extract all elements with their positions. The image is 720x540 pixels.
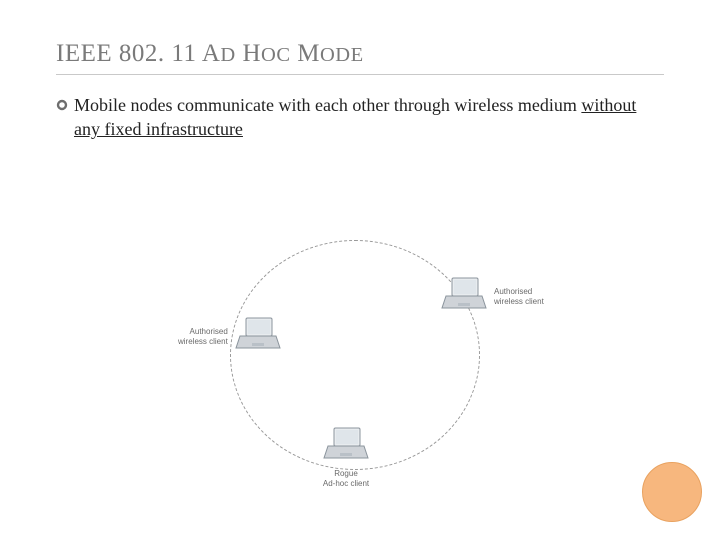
node-left-label-l1: Authorised: [190, 327, 228, 336]
node-bottom-label: Rogue Ad-hoc client: [323, 469, 369, 488]
node-left-label-l2: wireless client: [178, 337, 228, 346]
adhoc-diagram: Authorised wireless client: [150, 240, 570, 500]
node-bottom-label-l2: Ad-hoc client: [323, 479, 369, 488]
node-right-label-l2: wireless client: [494, 297, 544, 306]
node-right: Authorised wireless client: [440, 276, 544, 317]
body-paragraph: Mobile nodes communicate with each other…: [74, 93, 664, 142]
node-right-label: Authorised wireless client: [494, 287, 544, 306]
laptop-icon: [440, 276, 488, 317]
node-left: Authorised wireless client: [178, 316, 282, 357]
title-pre: IEEE 802. 11: [56, 40, 202, 67]
slide: IEEE 802. 11 AD HOC MODE Mobile nodes co…: [0, 0, 720, 540]
body-pre: Mobile nodes communicate with each other…: [74, 95, 581, 115]
title-sc-ad-d: D: [220, 44, 235, 66]
title-sc-oc: OC: [261, 44, 290, 66]
title-hoc-h: H: [236, 40, 261, 67]
node-right-label-l1: Authorised: [494, 287, 532, 296]
slide-title: IEEE 802. 11 AD HOC MODE: [56, 40, 664, 75]
title-mode-m: M: [291, 40, 320, 67]
title-sc-ad-a: A: [202, 40, 221, 67]
bullet-item: Mobile nodes communicate with each other…: [56, 93, 664, 142]
laptop-icon: [234, 316, 282, 357]
accent-circle-icon: [642, 462, 702, 522]
title-sc-ode: ODE: [320, 44, 364, 66]
node-bottom-label-l1: Rogue: [334, 469, 358, 478]
node-bottom: Rogue Ad-hoc client: [322, 426, 370, 488]
node-left-label: Authorised wireless client: [178, 327, 228, 346]
laptop-icon: [322, 426, 370, 467]
bullet-ring-icon: [56, 98, 68, 116]
